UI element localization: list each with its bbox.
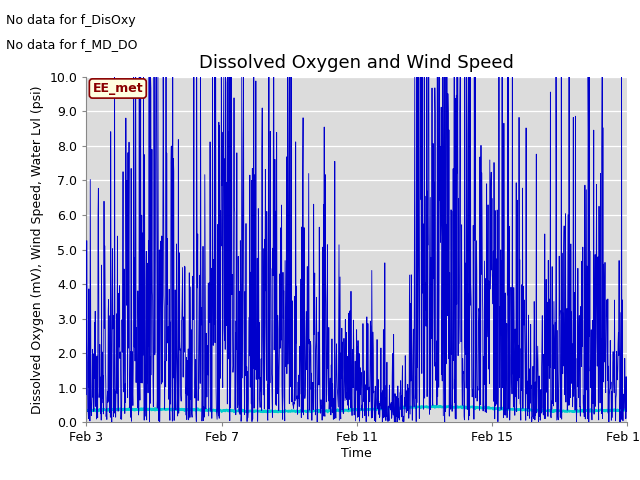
X-axis label: Time: Time [341, 447, 372, 460]
Title: Dissolved Oxygen and Wind Speed: Dissolved Oxygen and Wind Speed [200, 54, 514, 72]
Text: EE_met: EE_met [93, 82, 143, 95]
Text: No data for f_MD_DO: No data for f_MD_DO [6, 38, 138, 51]
Y-axis label: Dissolved Oxygen (mV), Wind Speed, Water Lvl (psi): Dissolved Oxygen (mV), Wind Speed, Water… [31, 85, 44, 414]
Text: No data for f_DisOxy: No data for f_DisOxy [6, 14, 136, 27]
